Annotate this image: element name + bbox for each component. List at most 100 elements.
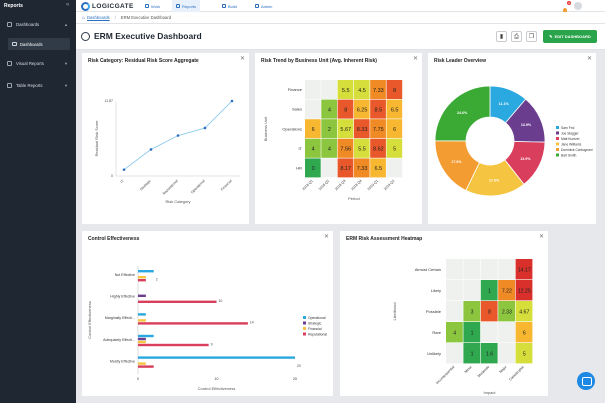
edit-dashboard-label: EDIT DASHBOARD: [554, 34, 591, 39]
cell-value: 7.22: [502, 289, 512, 295]
cell-value: 6.5: [391, 107, 399, 113]
bar-value-label: 20: [297, 364, 301, 368]
heat-cell: [463, 343, 481, 364]
legend-label: Sam Frol: [561, 126, 575, 130]
x-tick-label: Reputational: [162, 179, 179, 196]
heat-cell: [480, 259, 498, 280]
heat-cell: [305, 80, 321, 99]
heat-cell: [337, 99, 354, 119]
briefcase-icon: [145, 4, 149, 8]
donut-slice: [434, 85, 491, 142]
cell-value: 4: [328, 107, 331, 113]
data-point: [122, 168, 126, 171]
row-label: Almost Certain: [415, 267, 441, 272]
dashboard-icon: [12, 42, 17, 46]
cell-value: 1: [471, 331, 474, 337]
cell-value: 8: [393, 88, 396, 94]
logo[interactable]: LOGICGATE: [81, 2, 134, 11]
nav-build[interactable]: Build: [218, 0, 241, 12]
category-label: Mostly Effective: [110, 359, 135, 363]
category-label: Adequately Effecti...: [103, 338, 135, 342]
x-tick-label: 20: [293, 377, 297, 381]
col-label: 2018 Q2: [318, 179, 330, 191]
heat-cell: [337, 158, 354, 178]
row-label: Likely: [431, 288, 441, 293]
chevron-up-icon: ▲: [64, 21, 68, 27]
legend-swatch: [303, 321, 306, 325]
heat-cell: [321, 99, 337, 119]
cell-value: 4.5: [358, 88, 366, 94]
delete-button[interactable]: ▮: [496, 31, 507, 42]
notifications-button[interactable]: 2: [561, 1, 571, 13]
col-label: Moderate: [477, 365, 490, 378]
cell-value: 6: [312, 127, 315, 133]
card-control-effectiveness: Control Effectiveness ✕ Not Effective 2 Hi…: [82, 231, 333, 396]
col-label: 2019 Q2: [383, 179, 395, 191]
heat-cell: [446, 259, 463, 280]
x-axis-title: Impact: [483, 390, 496, 395]
col-label: 2018 Q1: [302, 179, 314, 191]
heat-cell: [446, 280, 463, 301]
y-axis-title: Likelihood: [392, 302, 397, 320]
sidebar-subitem-dashboards[interactable]: Dashboards: [8, 38, 70, 50]
logo-icon: [81, 2, 90, 11]
edit-dashboard-button[interactable]: ✎ EDIT DASHBOARD: [543, 30, 597, 43]
heat-cell: [337, 119, 354, 139]
nav-label: Work: [151, 3, 161, 9]
cell-value: 4: [312, 147, 315, 153]
cell-value: 12.25: [518, 289, 531, 295]
collapse-sidebar-icon[interactable]: «: [66, 2, 70, 8]
close-icon[interactable]: ✕: [586, 56, 592, 62]
heat-cell: [498, 259, 515, 280]
sidebar-item-dashboards[interactable]: Dashboards ▲: [0, 17, 76, 31]
heat-cell: [463, 322, 481, 343]
breadcrumb-dashboards-link[interactable]: Dashboards: [87, 15, 110, 20]
close-icon[interactable]: ✕: [412, 56, 418, 62]
chat-button[interactable]: [577, 372, 595, 390]
heat-cell: [337, 80, 354, 99]
logo-text: LOGICGATE: [92, 3, 134, 10]
user-avatar[interactable]: [574, 2, 582, 10]
slice-label: 13.9%: [520, 157, 531, 161]
heat-cell: [515, 280, 533, 301]
cell-value: 4.67: [519, 310, 529, 316]
nav-label: Build: [228, 3, 237, 9]
close-icon[interactable]: ✕: [538, 234, 544, 240]
data-point: [149, 148, 153, 151]
cell-value: 6: [393, 127, 396, 133]
print-button[interactable]: ⎙: [511, 31, 522, 42]
heat-cell: [353, 80, 370, 99]
close-icon[interactable]: ✕: [323, 234, 329, 240]
nav-admin[interactable]: Admin: [251, 0, 276, 12]
card-title: ERM Risk Assessment Heatmap: [346, 236, 423, 242]
legend-swatch: [303, 332, 306, 336]
print-icon: ⎙: [514, 34, 519, 40]
trend-heatmap: Finance 5.5 4.5 7.33 8 Sales 4 8 6.25 8.5 6.5 Opera…: [263, 80, 403, 201]
heat-cell: [446, 301, 463, 322]
row-label: Possible: [426, 309, 442, 314]
copy-button[interactable]: ❐: [526, 31, 537, 42]
sidebar-item-table-reports[interactable]: Table Reports ▼: [0, 78, 76, 92]
heat-cell: [321, 80, 337, 99]
heat-cell: [515, 259, 533, 280]
heat-cell: [480, 280, 498, 301]
legend-label: Bart Smith: [561, 154, 577, 158]
bar: [138, 279, 146, 282]
chart-icon: [176, 4, 180, 8]
nav-work[interactable]: Work: [141, 0, 164, 12]
heat-cell: [498, 301, 515, 322]
heat-cell: [446, 343, 463, 364]
sidebar-item-label: Table Reports: [16, 82, 43, 88]
heat-cell: [321, 138, 337, 158]
page-title: ERM Executive Dashboard: [94, 31, 202, 41]
slice-label: 13.9%: [521, 123, 532, 127]
nav-reports[interactable]: Reports: [172, 0, 201, 12]
dashboard-header: ERM Executive Dashboard ▮ ⎙ ❐ ✎ EDIT DAS…: [76, 24, 605, 50]
close-icon[interactable]: ✕: [239, 56, 245, 62]
bar: [138, 313, 146, 316]
card-title: Control Effectiveness: [88, 236, 140, 242]
bell-icon: [562, 8, 568, 13]
build-icon: [222, 4, 226, 8]
heat-cell: [321, 119, 337, 139]
sidebar-item-visual-reports[interactable]: Visual Reports ▼: [0, 56, 76, 70]
